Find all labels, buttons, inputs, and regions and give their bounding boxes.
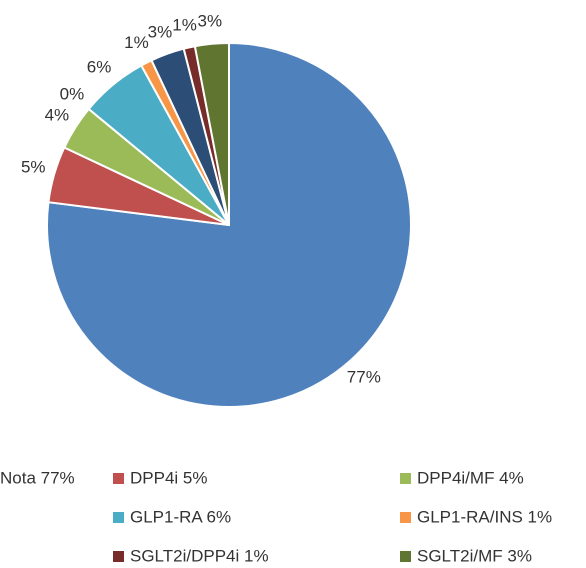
pie-slice <box>193 41 230 226</box>
data-label: 3% <box>198 12 223 31</box>
legend-marker <box>400 551 411 562</box>
data-label: 6% <box>87 57 112 76</box>
legend-label: Nota 77% <box>0 468 75 487</box>
legend-label: SGLT2i/MF 3% <box>417 546 532 565</box>
legend-label: GLP1-RA/INS 1% <box>417 507 552 526</box>
data-label: 5% <box>21 158 46 177</box>
data-label: 77% <box>347 367 381 386</box>
legend-label: SGLT2i/DPP4i 1% <box>130 546 269 565</box>
legend-marker <box>113 551 124 562</box>
data-label: 1% <box>172 16 197 35</box>
legend-marker <box>400 473 411 484</box>
pie-slice <box>46 41 412 408</box>
data-label: 3% <box>148 23 173 42</box>
legend-label: GLP1-RA 6% <box>130 507 231 526</box>
data-label: 4% <box>45 105 70 124</box>
legend-label: DPP4i/MF 4% <box>417 468 524 487</box>
legend-marker <box>113 473 124 484</box>
data-label: 0% <box>60 85 85 104</box>
legend-marker <box>400 512 411 523</box>
data-label: 1% <box>124 33 149 52</box>
legend-label: DPP4i 5% <box>130 468 207 487</box>
legend-marker <box>113 512 124 523</box>
